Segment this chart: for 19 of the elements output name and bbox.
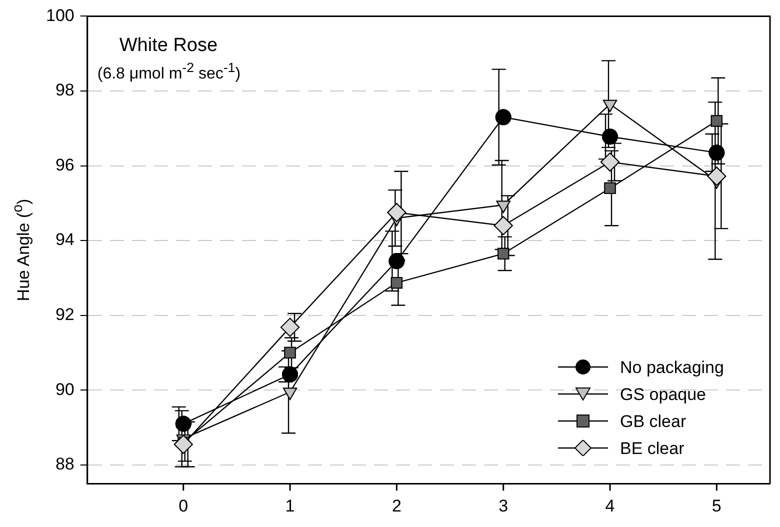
y-tick-label: 98 <box>55 80 74 100</box>
y-tick-label: 90 <box>55 380 74 399</box>
annotation: (6.8 μmol m$^{-2}$ sec$^{-1}$) <box>97 58 241 84</box>
legend-label: No packaging <box>620 356 724 379</box>
x-tick-label: 3 <box>498 496 508 516</box>
legend-label: GB clear <box>620 410 686 433</box>
x-tick-label: 0 <box>178 496 188 516</box>
y-tick-label: 94 <box>55 230 74 250</box>
x-tick-label: 2 <box>392 496 402 516</box>
y-tick-label: 96 <box>55 155 74 174</box>
x-tick-label: 1 <box>285 496 295 516</box>
x-tick-label: 5 <box>712 496 722 516</box>
x-tick-label: 4 <box>605 496 615 516</box>
y-tick-label: 88 <box>55 454 74 474</box>
annotation: White Rose <box>118 34 219 58</box>
y-tick-label: 92 <box>55 305 74 324</box>
y-tick-label: 100 <box>46 6 74 25</box>
legend-label: BE clear <box>620 438 684 460</box>
legend-label: GS opaque <box>620 384 706 406</box>
